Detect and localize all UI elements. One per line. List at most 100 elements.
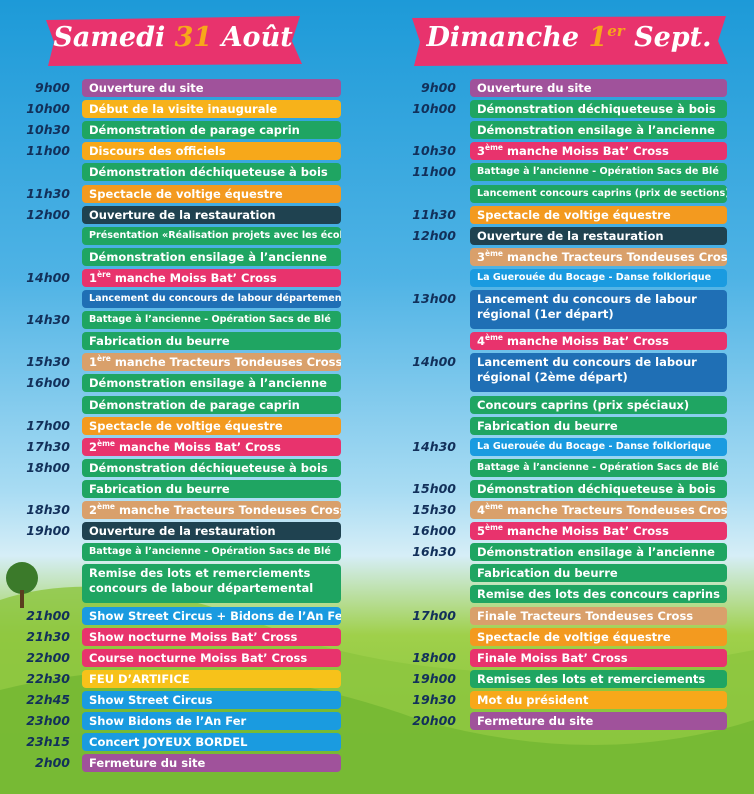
time-label: 17h30 — [26, 438, 70, 454]
event-bar: Remise des lots et remerciements concour… — [82, 564, 341, 604]
time-label: 18h30 — [26, 502, 70, 517]
time-label: 20h00 — [412, 713, 456, 728]
event-bar: Discours des officiels — [82, 142, 341, 161]
event-bar: Remise des lots des concours caprins — [470, 585, 727, 604]
event-text: Début de la visite inaugurale — [89, 102, 278, 117]
title-part: Samedi — [53, 22, 166, 53]
event-text: Ouverture de la restauration — [477, 228, 664, 243]
time-label: 12h00 — [412, 227, 456, 243]
time-label: 22h45 — [26, 691, 70, 707]
event-bar: Lancement du concours de labour départem… — [82, 290, 341, 308]
event-bar: Show Street Circus + Bidons de l’An Fer — [82, 606, 341, 625]
event-text: Remises des lots et remerciements — [477, 671, 706, 686]
time-label: 22h00 — [26, 649, 70, 665]
title-part: 1 — [588, 22, 608, 53]
event-text: Concours caprins (prix spéciaux) — [477, 397, 690, 412]
event-bar: Début de la visite inaugurale — [82, 100, 341, 119]
event-text: Démonstration déchiqueteuse à bois — [477, 102, 716, 117]
event-bar: 3ème manche Tracteurs Tondeuses Cross — [470, 247, 727, 266]
ordinal-suffix: ème — [485, 333, 504, 343]
event-text: La Guerouée du Bocage - Danse folkloriqu… — [477, 440, 712, 452]
event-bar: Ouverture du site — [82, 79, 341, 97]
event-text: Démonstration ensilage à l’ancienne — [89, 376, 327, 391]
event-bar: Mot du président — [470, 690, 727, 709]
event-text: Show nocturne Moiss Bat’ Cross — [89, 629, 298, 644]
time-label: 10h30 — [26, 122, 70, 138]
event-bar: La Guerouée du Bocage - Danse folkloriqu… — [470, 437, 727, 456]
ordinal-suffix: ère — [97, 270, 111, 280]
time-label: 15h30 — [412, 502, 456, 517]
event-text: Battage à l’ancienne - Opération Sacs de… — [89, 546, 331, 558]
event-text: Spectacle de voltige équestre — [89, 186, 283, 201]
event-bar: Battage à l’ancienne - Opération Sacs de… — [470, 163, 727, 182]
event-text: Fabrication du beurre — [477, 566, 618, 581]
event-bar: Concert JOYEUX BORDEL — [82, 733, 341, 752]
event-bar: Finale Tracteurs Tondeuses Cross — [470, 606, 727, 625]
time-label: 11h30 — [412, 206, 456, 222]
event-text: Lancement du concours de labour départem… — [89, 293, 341, 304]
time-label: 11h00 — [412, 164, 456, 180]
ordinal: 1 — [89, 270, 98, 285]
event-bar: Finale Moiss Bat’ Cross — [470, 648, 727, 667]
event-bar: Fabrication du beurre — [82, 332, 341, 351]
event-text: Finale Tracteurs Tondeuses Cross — [477, 608, 694, 623]
ordinal-suffix: ème — [485, 523, 504, 533]
event-text: Fermeture du site — [477, 714, 594, 728]
event-text: Lancement du concours de labour régional… — [477, 292, 697, 321]
day-banner: Samedi 31 Août — [42, 14, 304, 68]
event-text: Battage à l’ancienne - Opération Sacs de… — [477, 461, 719, 473]
time-label: 19h30 — [412, 691, 456, 707]
event-bar: Démonstration ensilage à l’ancienne — [82, 247, 341, 266]
ordinal-suffix: ème — [485, 502, 504, 512]
event-text: manche Tracteurs Tondeuses Cross — [119, 503, 341, 517]
event-text: manche Tracteurs Tondeuses Cross — [507, 503, 727, 517]
event-bar: Battage à l’ancienne - Opération Sacs de… — [82, 543, 341, 562]
event-text: Remise des lots des concours caprins — [477, 587, 720, 602]
event-bar: Fabrication du beurre — [82, 479, 341, 498]
event-text: Concert JOYEUX BORDEL — [89, 735, 248, 750]
ordinal: 1 — [89, 355, 98, 370]
event-bar: Battage à l’ancienne - Opération Sacs de… — [82, 311, 341, 330]
event-text: Démonstration ensilage à l’ancienne — [89, 249, 327, 264]
event-bar: Lancement du concours de labour régional… — [470, 353, 727, 393]
event-text: Démonstration ensilage à l’ancienne — [477, 545, 715, 560]
day-banner: Dimanche 1er Sept. — [408, 14, 730, 68]
title-part: er — [607, 22, 625, 40]
event-text: Spectacle de voltige équestre — [477, 629, 671, 644]
event-bar: Concours caprins (prix spéciaux) — [470, 395, 727, 414]
event-bar: 2ème manche Tracteurs Tondeuses Cross — [82, 501, 341, 519]
time-label: 17h00 — [26, 417, 70, 433]
event-text: Fabrication du beurre — [89, 481, 230, 496]
event-bar: FEU D’ARTIFICE — [82, 669, 341, 688]
event-text: Fabrication du beurre — [89, 334, 230, 349]
event-bar: 4ème manche Moiss Bat’ Cross — [470, 332, 727, 351]
event-text: Démonstration déchiqueteuse à bois — [477, 481, 716, 496]
event-bar: Spectacle de voltige équestre — [82, 416, 341, 435]
ordinal-suffix: ème — [97, 502, 116, 512]
event-bar: 1ère manche Moiss Bat’ Cross — [82, 268, 341, 287]
event-bar: Démonstration ensilage à l’ancienne — [470, 543, 727, 562]
event-text: manche Tracteurs Tondeuses Cross — [114, 355, 341, 370]
time-label: 14h30 — [26, 312, 70, 328]
event-text: Présentation «Réalisation projets avec l… — [89, 229, 341, 241]
time-label: 9h00 — [421, 80, 456, 95]
event-text: manche Tracteurs Tondeuses Cross — [507, 249, 727, 264]
event-text: manche Moiss Bat’ Cross — [507, 334, 669, 349]
event-text: Show Street Circus — [89, 692, 213, 707]
event-text: Course nocturne Moiss Bat’ Cross — [89, 650, 308, 665]
event-text: Ouverture du site — [477, 81, 592, 95]
event-bar: Show Street Circus — [82, 690, 341, 709]
event-bar: Course nocturne Moiss Bat’ Cross — [82, 648, 341, 667]
time-label: 11h30 — [26, 185, 70, 201]
event-bar: Démonstration déchiqueteuse à bois — [82, 163, 341, 182]
time-label: 15h30 — [26, 354, 70, 370]
event-bar: Démonstration ensilage à l’ancienne — [82, 374, 341, 393]
event-text: Remise des lots et remerciements concour… — [89, 566, 314, 596]
event-text: Battage à l’ancienne - Opération Sacs de… — [477, 166, 719, 178]
time-label: 18h00 — [412, 649, 456, 665]
time-label: 19h00 — [412, 670, 456, 686]
ordinal-suffix: ème — [485, 248, 504, 258]
event-bar: Lancement concours caprins (prix de sect… — [470, 184, 727, 203]
event-bar: 3ème manche Moiss Bat’ Cross — [470, 142, 727, 161]
ordinal: 5 — [477, 524, 486, 539]
